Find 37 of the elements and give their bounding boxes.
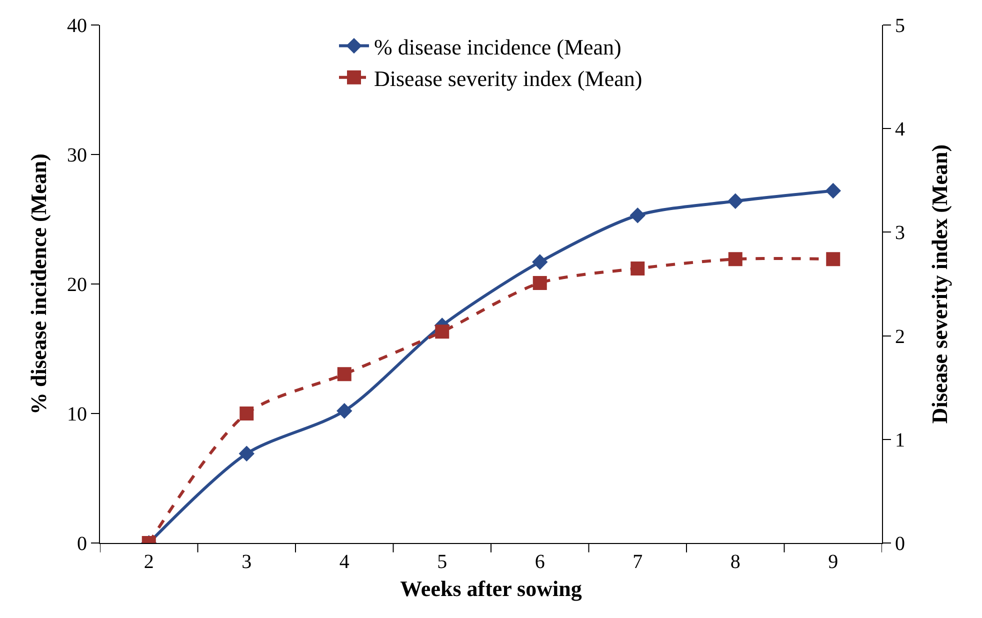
y2-tick-label: 3: [895, 222, 905, 244]
point: [826, 252, 840, 266]
y2-tick-label: 0: [895, 533, 905, 555]
x-tick-label: 6: [534, 551, 545, 573]
y-tick-label: 40: [67, 15, 87, 37]
x-tick-label: 3: [242, 551, 252, 573]
point: [240, 406, 254, 420]
x-tick-label: 4: [339, 551, 350, 573]
point: [336, 403, 352, 419]
y-tick-label: 30: [67, 144, 87, 166]
y-tick-label: 20: [67, 274, 87, 296]
x-tick-label: 2: [144, 551, 154, 573]
x-tick-label: 7: [632, 551, 643, 573]
x-tick-label: 5: [437, 551, 448, 573]
point: [728, 193, 744, 209]
point: [728, 252, 742, 266]
y-tick-label: 10: [67, 404, 87, 426]
y-tick-label: 0: [77, 533, 87, 555]
x-axis-title: Weeks after sowing: [400, 576, 582, 601]
legend-label: % disease incidence (Mean): [374, 34, 622, 60]
point: [825, 183, 841, 198]
y2-axis-title: Disease severity index (Mean): [927, 144, 952, 424]
legend-label: Disease severity index (Mean): [374, 66, 642, 91]
y2-tick-label: 1: [895, 429, 905, 452]
point: [532, 276, 547, 290]
y2-tick-label: 2: [895, 326, 905, 348]
y2-tick-label: 5: [895, 15, 905, 37]
point: [630, 261, 645, 276]
point: [435, 324, 450, 339]
point: [532, 254, 548, 270]
x-tick-label: 9: [828, 551, 838, 573]
point: [337, 367, 352, 382]
point: [630, 208, 646, 224]
x-tick-label: 8: [730, 551, 740, 573]
point: [238, 446, 254, 462]
y2-tick-label: 4: [895, 118, 905, 141]
y-axis-title: % disease incidence (Mean): [26, 154, 51, 414]
